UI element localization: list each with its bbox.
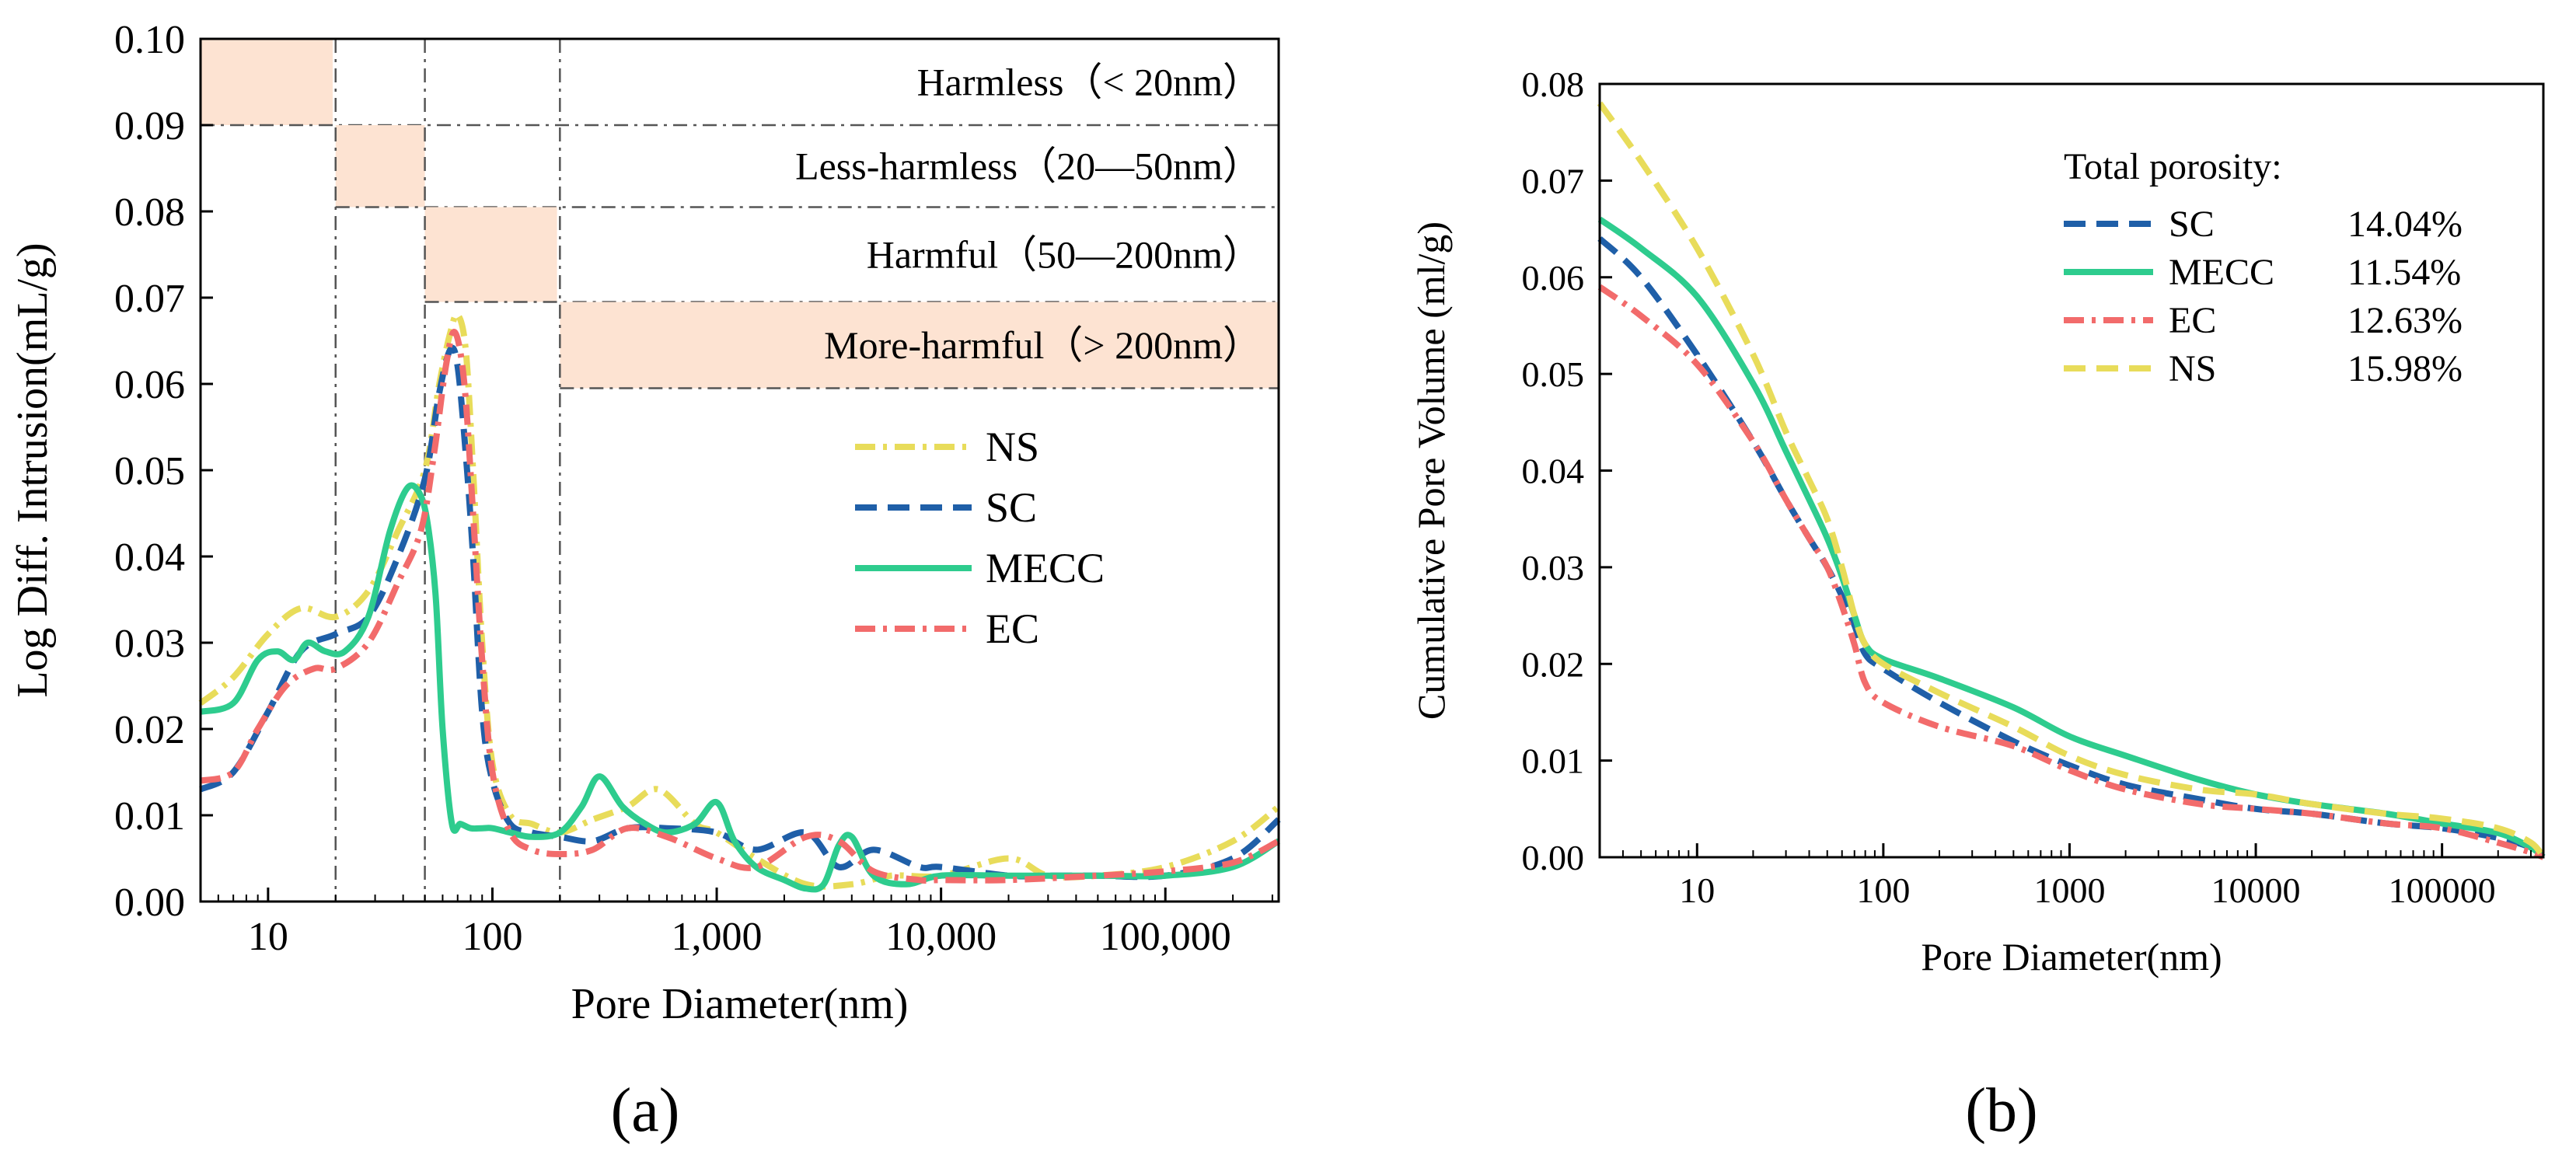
- y-tick-label: 0.08: [114, 190, 185, 235]
- y-tick-label: 0.07: [1522, 161, 1585, 201]
- x-tick-label: 100: [462, 915, 522, 959]
- y-tick-label: 0.02: [1522, 644, 1585, 684]
- zone-shade: [335, 125, 425, 208]
- y-tick-label: 0.10: [114, 18, 185, 62]
- x-tick-label: 100,000: [1100, 915, 1231, 959]
- y-tick-label: 0.09: [114, 104, 185, 148]
- legend-label-sc: SC: [986, 484, 1037, 531]
- legend-label-ec: EC: [986, 605, 1039, 652]
- panel-a-label: (a): [611, 1076, 680, 1145]
- panel-b-label: (b): [1965, 1076, 2037, 1145]
- x-tick-label: 10: [1679, 870, 1715, 910]
- y-tick-label: 0.05: [114, 449, 185, 494]
- zone-shade: [424, 207, 557, 302]
- legend-value-mecc: 11.54%: [2347, 252, 2461, 293]
- y-tick-label: 0.04: [114, 535, 185, 580]
- series-line-ec: [200, 329, 1280, 884]
- y-tick-label: 0.00: [114, 881, 185, 925]
- y-tick-label: 0.01: [1522, 741, 1585, 781]
- series-line-ns: [1597, 101, 2546, 860]
- y-tick-label: 0.00: [1522, 838, 1585, 877]
- plot-frame: [1598, 82, 2545, 859]
- legend-value-sc: 14.04%: [2347, 204, 2463, 245]
- series-line-sc: [199, 344, 1281, 881]
- y-tick-label: 0.06: [114, 363, 185, 407]
- zone-shade: [201, 39, 333, 125]
- legend-label-ns: NS: [2169, 348, 2216, 389]
- x-tick-label: 10: [248, 915, 288, 959]
- legend-value-ec: 12.63%: [2347, 300, 2463, 341]
- x-tick-label: 1,000: [672, 915, 763, 959]
- x-tick-label: 10000: [2211, 870, 2301, 910]
- panel-b-chart: 0.00 0.01 0.02 0.03 0.04 0.05 0.06 0.07 0.08 10 10…: [1409, 65, 2546, 978]
- series-line-ec: [1597, 284, 2545, 860]
- y-tick-label: 0.04: [1522, 452, 1585, 491]
- y-axis-title: Cumulative Pore Volume (ml/g): [1409, 221, 1453, 720]
- series-line-ns: [198, 311, 1281, 890]
- zone-label: Harmful（50—200nm）: [867, 233, 1262, 277]
- legend-label-ns: NS: [986, 424, 1039, 470]
- y-tick-label: 0.03: [114, 622, 185, 666]
- zone-shade: [560, 302, 1279, 389]
- series-line-mecc: [200, 482, 1281, 893]
- x-axis-title: Pore Diameter(nm): [571, 980, 909, 1028]
- x-tick-label: 100: [1856, 870, 1910, 910]
- x-tick-label: 10,000: [885, 915, 997, 959]
- legend-label-mecc: MECC: [2169, 252, 2274, 293]
- legend-value-ns: 15.98%: [2347, 348, 2463, 389]
- legend-label-sc: SC: [2169, 204, 2215, 245]
- legend-title: Total porosity:: [2064, 146, 2282, 187]
- legend-label-mecc: MECC: [986, 545, 1105, 591]
- zone-label: Less-harmless（20—50nm）: [795, 145, 1262, 188]
- zone-label: Harmless（< 20nm）: [917, 61, 1262, 104]
- y-tick-label: 0.03: [1522, 548, 1585, 588]
- y-tick-label: 0.05: [1522, 354, 1585, 394]
- x-axis-title: Pore Diameter(nm): [1921, 935, 2222, 978]
- legend-label-ec: EC: [2169, 300, 2216, 341]
- y-axis-title: Log Diff. Intrusion(mL/g): [9, 242, 57, 697]
- y-tick-label: 0.01: [114, 794, 185, 839]
- y-tick-label: 0.07: [114, 277, 185, 321]
- panel-a-chart: Harmless（< 20nm） Less-harmless（20—50nm） Ha…: [9, 18, 1281, 1028]
- y-tick-label: 0.08: [1522, 65, 1585, 104]
- x-tick-label: 1000: [2033, 870, 2105, 910]
- y-tick-label: 0.06: [1522, 258, 1585, 298]
- y-tick-label: 0.02: [114, 708, 185, 752]
- x-tick-label: 100000: [2389, 870, 2496, 910]
- zone-label: More-harmful（> 200nm）: [824, 323, 1262, 367]
